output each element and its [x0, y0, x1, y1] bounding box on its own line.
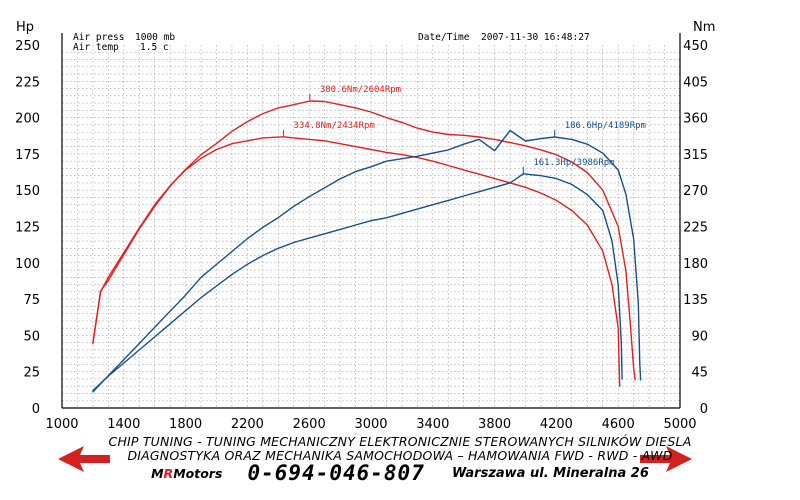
- x-tick-label: 3400: [416, 417, 449, 432]
- x-tick-label: 1400: [107, 417, 140, 432]
- chart-grid: [62, 45, 680, 408]
- right-tick-label: 450: [683, 39, 708, 54]
- x-tick-label: 2600: [293, 417, 326, 432]
- chart-tick-labels: 1000 1400 1800 2200 2600 3000 3400 3800 4200 4600…: [15, 39, 708, 432]
- air-press-label: Air press: [73, 32, 124, 43]
- left-tick-label: 75: [23, 293, 40, 308]
- chart-annotations: 380.6Nm/2604Rpm 334.8Nm/2434Rpm 186.6Hp/41…: [283, 85, 646, 174]
- brand-rest: Motors: [173, 466, 223, 481]
- workshop-footer: CHIP TUNING - TUNING MECHANICZNY ELEKTRO…: [0, 432, 800, 500]
- air-temp-value: 1.5 c: [140, 42, 169, 53]
- dyno-chart: 1000 1400 1800 2200 2600 3000 3400 3800 4200 4600…: [15, 20, 715, 432]
- left-tick-label: 100: [15, 257, 40, 272]
- brand-r: R: [163, 466, 174, 481]
- left-tick-label: 225: [15, 75, 40, 90]
- x-tick-label: 3000: [354, 417, 387, 432]
- right-axis-unit: Nm: [693, 20, 715, 35]
- footer-diagnostics-line: DIAGNOSTYKA ORAZ MECHANIKA SAMOCHODOWA –…: [127, 448, 673, 463]
- right-tick-label: 0: [700, 402, 708, 417]
- left-tick-label: 200: [15, 112, 40, 127]
- workshop-address: Warszawa ul. Mineralna 26: [451, 465, 649, 481]
- x-tick-label: 3800: [478, 417, 511, 432]
- x-tick-label: 1000: [45, 417, 78, 432]
- right-tick-label: 90: [691, 329, 708, 344]
- peak-annotation: 161.3Hp/3986Rpm: [533, 158, 614, 168]
- right-tick-label: 315: [683, 148, 708, 163]
- left-tick-label: 125: [15, 221, 40, 236]
- footer-services-line: CHIP TUNING - TUNING MECHANICZNY ELEKTRO…: [108, 434, 692, 449]
- datetime-value: 2007-11-30 16:48:27: [481, 32, 590, 43]
- x-tick-label: 1800: [169, 417, 202, 432]
- datetime-label: Date/Time: [418, 32, 470, 43]
- chart-axes: [61, 33, 681, 409]
- left-tick-label: 150: [15, 184, 40, 199]
- left-tick-label: 25: [23, 366, 40, 381]
- right-tick-label: 225: [683, 221, 708, 236]
- left-tick-label: 250: [15, 39, 40, 54]
- peak-annotation: 186.6Hp/4189Rpm: [565, 121, 646, 131]
- right-tick-label: 135: [683, 293, 708, 308]
- chart-series: [92, 100, 642, 393]
- torque-tuned-line: [92, 100, 636, 381]
- phone-number: 0-694-046-807: [247, 461, 425, 485]
- left-tick-label: 0: [32, 402, 40, 417]
- right-tick-label: 405: [683, 75, 708, 90]
- footer-contact-line: MR Motors 0-694-046-807 Warszawa ul. Min…: [0, 461, 800, 485]
- left-tick-label: 175: [15, 148, 40, 163]
- power-tuned-line: [92, 173, 623, 392]
- air-press-value: 1000 mb: [135, 32, 175, 43]
- x-tick-label: 5000: [663, 417, 696, 432]
- right-arrow-icon: [640, 446, 692, 472]
- right-tick-label: 45: [691, 366, 708, 381]
- x-tick-label: 4200: [540, 417, 573, 432]
- x-tick-label: 4600: [602, 417, 635, 432]
- right-tick-label: 360: [683, 112, 708, 127]
- left-axis-unit: Hp: [16, 20, 34, 35]
- power-stock-line: [92, 136, 621, 387]
- right-tick-label: 270: [683, 184, 708, 199]
- air-temp-label: Air temp: [73, 42, 119, 53]
- brand-m: M: [151, 466, 164, 481]
- right-tick-label: 180: [683, 257, 708, 272]
- x-tick-label: 2200: [231, 417, 264, 432]
- peak-annotation: 380.6Nm/2604Rpm: [320, 85, 401, 95]
- left-arrow-icon: [58, 446, 110, 472]
- left-tick-label: 50: [23, 329, 40, 344]
- torque-stock-line: [92, 129, 642, 393]
- brand-logo: MR Motors: [151, 465, 222, 481]
- peak-annotation: 334.8Nm/2434Rpm: [294, 121, 375, 131]
